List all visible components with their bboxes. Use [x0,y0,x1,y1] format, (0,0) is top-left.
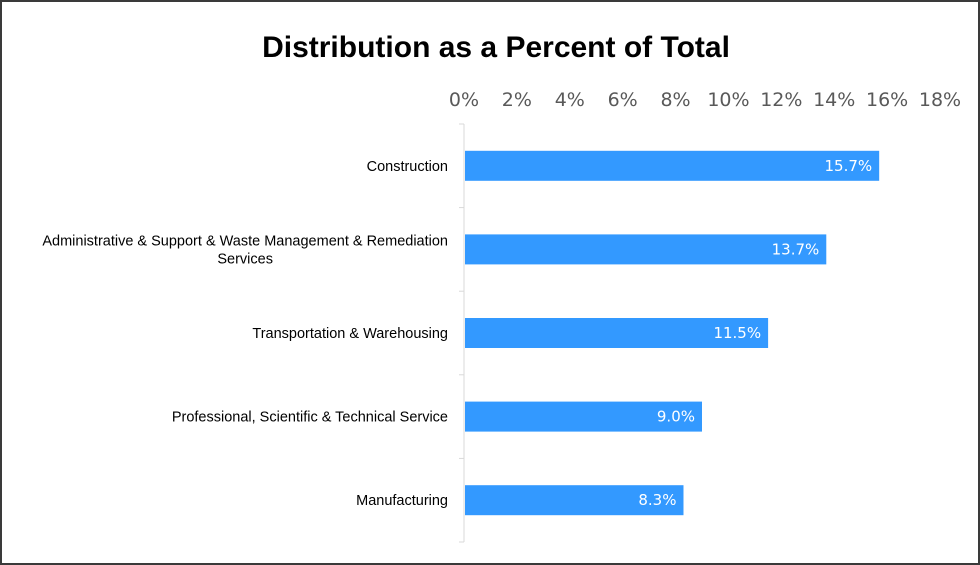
chart-title: Distribution as a Percent of Total [262,31,730,64]
x-tick-label: 12% [760,89,802,111]
x-tick-label: 16% [866,89,908,111]
category-label: Transportation & Warehousing [252,326,448,342]
x-tick-label: 18% [919,89,961,111]
bar [465,234,827,265]
x-axis-ticks: 0% 2% 4% 6% 8% 10% 12% 14% 16% 18% [449,89,961,111]
bars [465,150,880,516]
category-label: Professional, Scientific & Technical Ser… [172,410,448,426]
x-tick-label: 4% [555,89,585,111]
x-tick-label: 6% [608,89,638,111]
x-tick-label: 0% [449,89,479,111]
bar [465,150,880,181]
category-label: Construction [367,159,448,175]
x-tick-label: 10% [707,89,749,111]
x-tick-label: 8% [660,89,690,111]
data-label: 11.5% [713,324,761,342]
category-labels: Construction Administrative & Support & W… [42,159,448,509]
x-tick-label: 14% [813,89,855,111]
category-label: Manufacturing [356,493,448,509]
category-label: Administrative & Support & Waste Managem… [42,233,448,267]
data-label: 13.7% [772,240,820,258]
data-label: 8.3% [638,491,676,509]
data-label: 15.7% [825,157,873,175]
bar [465,485,684,516]
data-label: 9.0% [657,408,695,426]
x-tick-label: 2% [502,89,532,111]
category-axis [459,123,465,543]
data-labels: 15.7% 13.7% 11.5% 9.0% 8.3% [638,157,872,509]
bar [465,401,702,432]
bar [465,318,769,348]
